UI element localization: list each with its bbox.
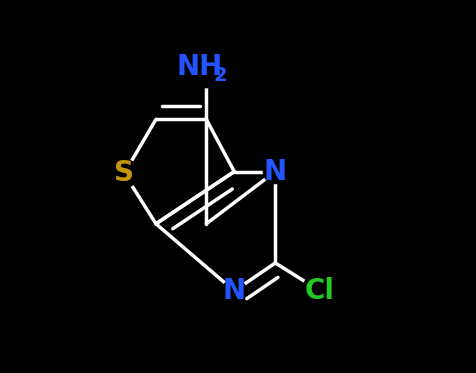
Text: N: N [264, 157, 287, 186]
Circle shape [302, 273, 338, 309]
Circle shape [110, 159, 139, 188]
Text: NH: NH [177, 53, 223, 81]
Text: S: S [114, 159, 134, 188]
Text: 2: 2 [214, 66, 227, 85]
Circle shape [222, 279, 246, 303]
Text: N: N [223, 277, 246, 305]
Circle shape [186, 47, 227, 88]
Text: Cl: Cl [305, 277, 335, 305]
Circle shape [263, 160, 287, 184]
